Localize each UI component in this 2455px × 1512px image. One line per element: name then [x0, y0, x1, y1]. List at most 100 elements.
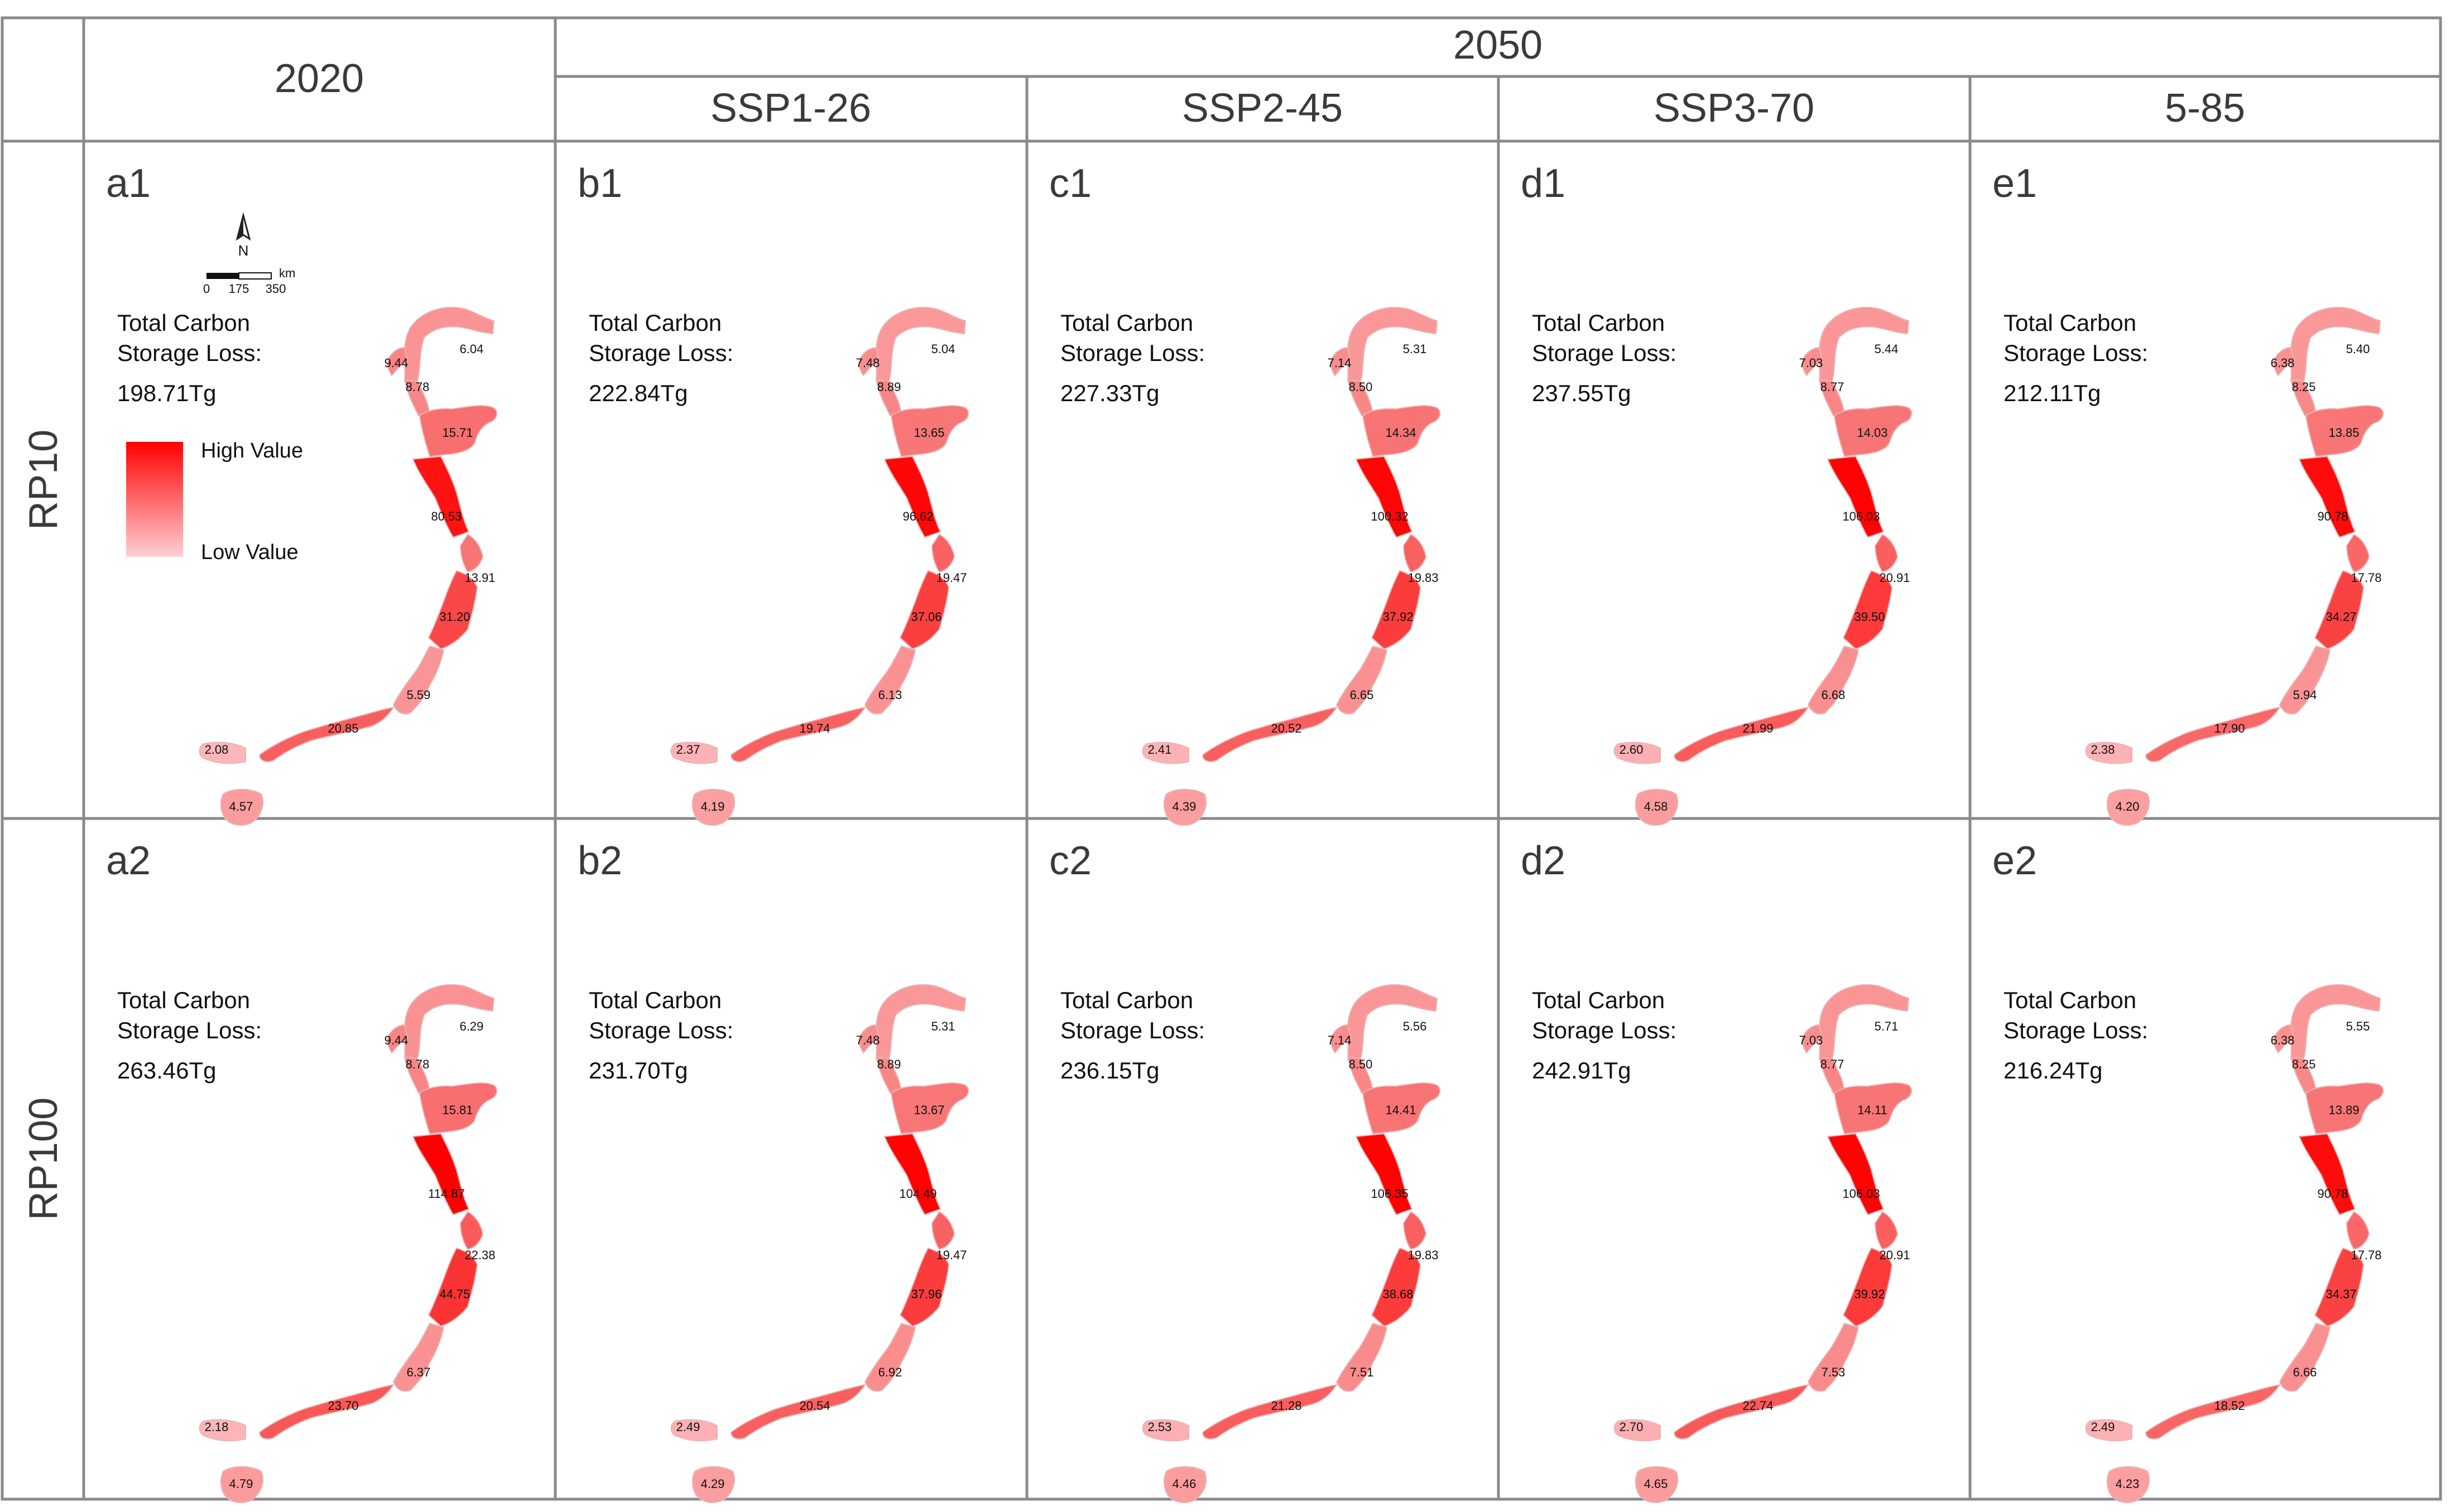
header-scenario-5-85: 5-85 — [2165, 86, 2245, 131]
region-value-label: 39.92 — [1854, 1287, 1885, 1301]
region-value-label: 21.99 — [1742, 721, 1773, 735]
total-loss-value: 198.71Tg — [117, 380, 216, 406]
region-value-label: 4.39 — [1173, 800, 1197, 813]
region-shanghai — [1402, 1211, 1427, 1250]
region-value-label: 8.25 — [2292, 380, 2316, 394]
panel-id-e2: e2 — [1992, 839, 2037, 883]
region-value-label: 2.38 — [2091, 743, 2115, 757]
region-value-label: 4.20 — [2116, 800, 2140, 813]
region-shanghai — [931, 1211, 955, 1250]
region-hainan — [1635, 788, 1679, 826]
region-value-label: 6.38 — [2271, 1033, 2295, 1047]
legend: High Value Low Value — [126, 439, 303, 564]
legend-color-bar — [126, 442, 183, 557]
legend-low-label: Low Value — [201, 541, 299, 564]
region-value-label: 13.85 — [2328, 426, 2359, 440]
total-loss-value: 263.46Tg — [117, 1057, 216, 1084]
region-jiangsu — [412, 455, 470, 538]
region-guangxi — [1613, 1419, 1661, 1442]
region-value-label: 20.54 — [799, 1399, 830, 1413]
scale-tick-350: 350 — [266, 282, 286, 296]
region-value-label: 106.03 — [1842, 1187, 1880, 1201]
region-value-label: 7.51 — [1350, 1365, 1374, 1379]
region-value-label: 90.78 — [2317, 1187, 2348, 1201]
loss-label-line2: Storage Loss: — [1060, 340, 1205, 366]
region-value-label: 8.89 — [877, 380, 901, 394]
region-value-label: 20.85 — [328, 721, 358, 735]
region-fujian — [864, 1322, 916, 1392]
region-value-label: 5.55 — [2346, 1019, 2370, 1033]
region-shandong — [419, 1082, 498, 1135]
region-tianjin — [387, 346, 409, 377]
region-hainan — [691, 788, 736, 826]
region-shanghai — [2346, 1211, 2370, 1250]
region-value-label: 37.92 — [1382, 610, 1413, 624]
region-value-label: 2.37 — [676, 743, 700, 757]
region-value-label: 20.91 — [1879, 571, 1910, 585]
region-guangxi — [199, 1419, 246, 1442]
region-guangdong — [258, 1384, 395, 1439]
north-arrow: N — [236, 212, 251, 259]
region-value-label: 8.50 — [1349, 380, 1373, 394]
region-guangxi — [1142, 1419, 1189, 1442]
loss-label-line2: Storage Loss: — [117, 340, 262, 366]
region-shandong — [1362, 405, 1441, 458]
region-fujian — [392, 1322, 445, 1392]
region-zhejiang — [1842, 570, 1893, 650]
region-shanghai — [1874, 1211, 1899, 1250]
region-guangdong — [730, 706, 867, 762]
region-value-label: 17.90 — [2214, 721, 2245, 735]
region-shandong — [1833, 405, 1913, 458]
region-value-label: 5.40 — [2346, 342, 2370, 356]
region-guangxi — [199, 741, 246, 764]
total-loss-value: 242.91Tg — [1532, 1057, 1631, 1084]
header-scenario-ssp1-26: SSP1-26 — [710, 86, 871, 131]
row-labels: RP10 RP100 — [21, 430, 66, 1220]
region-shanghai — [1874, 533, 1899, 573]
region-fujian — [864, 645, 916, 715]
region-value-label: 17.78 — [2351, 571, 2381, 585]
region-shandong — [2305, 405, 2384, 458]
loss-label-line2: Storage Loss: — [2004, 1017, 2148, 1043]
region-guangdong — [2145, 1384, 2281, 1439]
region-value-label: 2.49 — [2091, 1420, 2115, 1434]
total-loss-value: 216.24Tg — [2004, 1057, 2102, 1084]
region-value-label: 8.78 — [406, 380, 430, 394]
region-value-label: 8.89 — [877, 1057, 901, 1071]
region-value-label: 5.44 — [1875, 342, 1899, 356]
loss-label-line2: Storage Loss: — [117, 1017, 262, 1043]
total-loss-value: 231.70Tg — [589, 1057, 688, 1084]
map-panel-b1: b1 Total Carbon Storage Loss: 222.84Tg 5.04 8… — [578, 161, 969, 826]
map-panel-b2: b2 Total Carbon Storage Loss: 231.70Tg 5.31 8… — [578, 839, 969, 1504]
region-value-label: 5.56 — [1403, 1019, 1427, 1033]
region-guangdong — [730, 1384, 867, 1439]
header-2020: 2020 — [275, 56, 364, 101]
region-jiangsu — [1827, 1133, 1885, 1216]
map-panel-d2: d2 Total Carbon Storage Loss: 242.91Tg 5.71 8… — [1521, 839, 1913, 1504]
region-value-label: 2.18 — [205, 1420, 229, 1434]
region-value-label: 5.31 — [931, 1019, 955, 1033]
region-guangxi — [1613, 741, 1661, 764]
map-panel-a2: a2 Total Carbon Storage Loss: 263.46Tg 6.29 8… — [106, 839, 498, 1504]
region-value-label: 8.77 — [1820, 1057, 1844, 1071]
region-hainan — [2106, 788, 2150, 826]
region-value-label: 5.94 — [2293, 688, 2317, 702]
region-jiangsu — [2298, 1133, 2356, 1216]
north-label: N — [238, 242, 249, 259]
region-tianjin — [1330, 1024, 1352, 1054]
region-value-label: 114.87 — [428, 1187, 465, 1201]
panel-id-b2: b2 — [578, 839, 622, 883]
map-panel-d1: d1 Total Carbon Storage Loss: 237.55Tg 5.44 8… — [1521, 161, 1913, 826]
region-value-label: 6.04 — [460, 342, 484, 356]
region-jiangsu — [883, 455, 941, 538]
region-value-label: 7.14 — [1328, 356, 1352, 370]
region-fujian — [1335, 1322, 1388, 1392]
total-loss-value: 236.15Tg — [1060, 1057, 1159, 1084]
region-value-label: 20.52 — [1271, 721, 1301, 735]
loss-label-line2: Storage Loss: — [589, 340, 733, 366]
region-value-label: 4.57 — [229, 800, 253, 813]
loss-label-line2: Storage Loss: — [1060, 1017, 1205, 1043]
table-grid — [1, 16, 2442, 1501]
region-value-label: 39.50 — [1854, 610, 1885, 624]
